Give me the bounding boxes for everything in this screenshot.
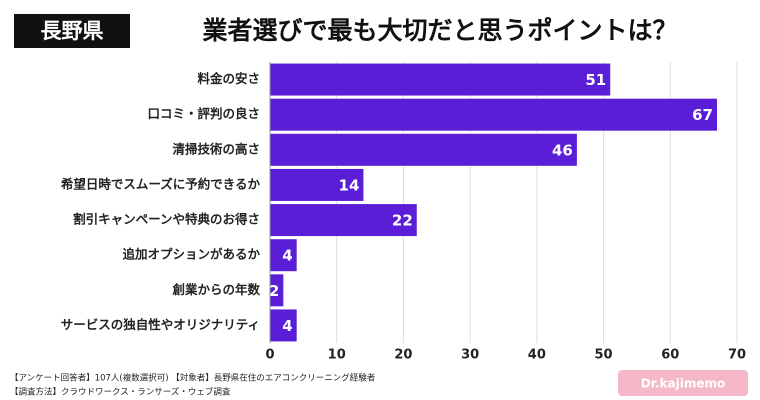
- y-tick-label: 清掃技術の高さ: [172, 141, 260, 156]
- logo: Dr.kajimemo: [641, 377, 725, 391]
- value-label: 4: [282, 247, 292, 265]
- bar: [270, 204, 417, 237]
- bar: [270, 63, 611, 96]
- bar: [270, 168, 364, 201]
- x-tick-label: 50: [595, 348, 613, 363]
- value-label: 2: [269, 282, 279, 300]
- bar: [270, 133, 577, 166]
- value-label: 22: [392, 212, 413, 230]
- bar: [270, 98, 717, 131]
- bar: [270, 239, 297, 272]
- x-tick-label: 0: [265, 348, 274, 363]
- y-tick-label: 料金の安さ: [197, 71, 260, 86]
- bar: [270, 309, 297, 342]
- x-tick-label: 40: [528, 348, 546, 363]
- y-tick-label: 割引キャンペーンや特典のお得さ: [73, 212, 260, 227]
- badge: 長野県: [41, 19, 104, 43]
- y-tick-label: 追加オプションがあるか: [122, 247, 260, 262]
- y-tick-label: 創業からの年数: [171, 282, 260, 297]
- note: 【調査方法】クラウドワークス・ランサーズ・ウェブ調査: [10, 387, 231, 398]
- value-label: 67: [692, 106, 713, 124]
- x-tick-label: 10: [328, 348, 346, 363]
- value-label: 4: [282, 317, 292, 335]
- x-tick-label: 30: [461, 348, 479, 363]
- y-tick-label: 希望日時でスムーズに予約できるか: [60, 176, 261, 191]
- value-label: 46: [552, 141, 573, 159]
- y-tick-label: サービスの独自性やオリジナリティ: [61, 317, 260, 332]
- chart-title: 業者選びで最も大切だと思うポイントは？: [202, 16, 677, 45]
- note: 【アンケート回答者】107人(複数選択可) 【対象者】長野県在住のエアコンクリー…: [10, 373, 376, 384]
- value-label: 14: [339, 176, 360, 194]
- x-tick-label: 70: [728, 348, 746, 363]
- y-tick-label: 口コミ・評判の良さ: [147, 106, 260, 121]
- x-tick-label: 60: [661, 348, 679, 363]
- badge-box: [14, 14, 130, 48]
- logo-box: [618, 370, 748, 396]
- value-label: 51: [585, 71, 606, 89]
- bar: [270, 274, 284, 307]
- x-tick-label: 20: [394, 348, 412, 363]
